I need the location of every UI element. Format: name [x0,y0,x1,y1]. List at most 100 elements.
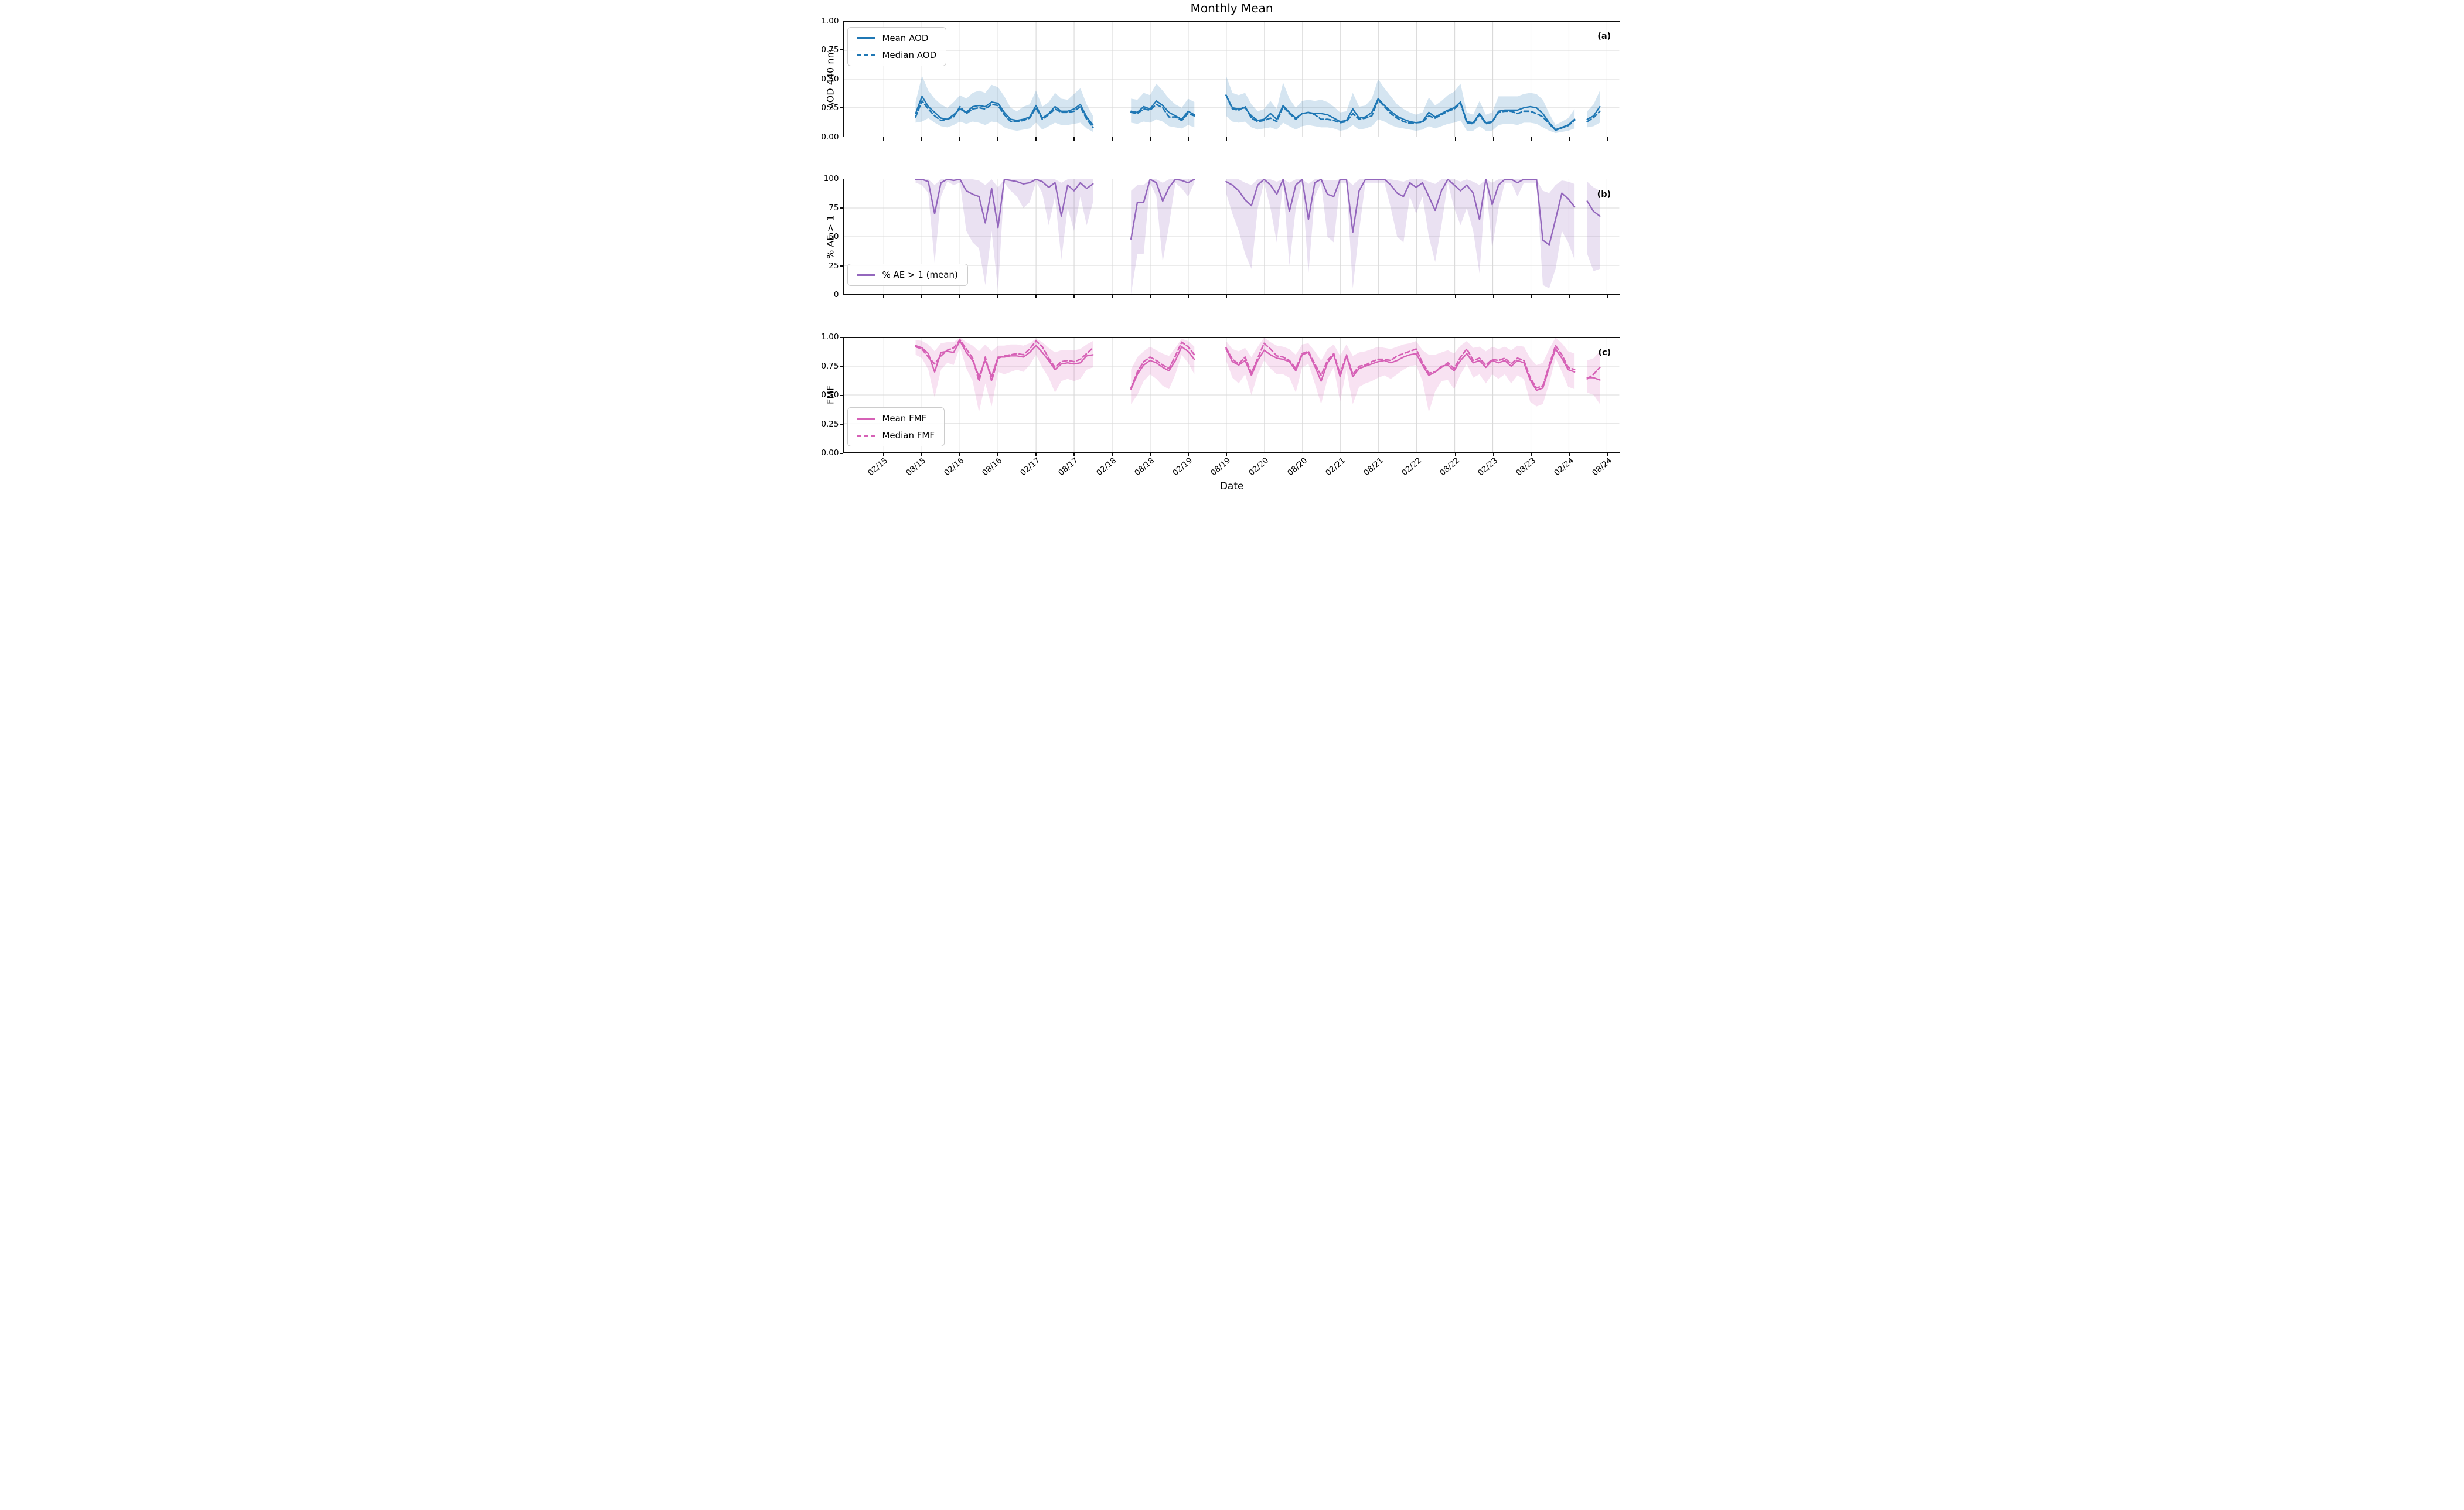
x-tick-label: 08/20 [1285,456,1309,478]
mean-line [915,179,1094,229]
x-tick-mark [1226,453,1228,457]
y-tick-label: 0.25 [821,103,839,113]
y-tick-mark [840,236,844,238]
legend-item: % AE > 1 (mean) [857,270,958,281]
median-line [1225,342,1576,389]
uncertainty-band [915,338,1093,413]
x-tick-mark [959,137,960,141]
median-line [1130,341,1196,389]
x-tick-mark [1378,137,1380,141]
y-tick-mark [840,336,844,338]
panel-tag-a: (a) [1597,32,1611,42]
x-axis-label: Date [1219,480,1244,493]
median-fmf-line-swatch [857,434,875,437]
x-tick-label: 08/23 [1514,456,1538,478]
legend-label: Mean FMF [882,413,927,424]
x-tick-mark [1340,137,1342,141]
y-tick-mark [840,452,844,454]
y-tick-mark [840,136,844,138]
x-tick-mark [1226,137,1228,141]
legend-label: Mean AOD [882,32,929,43]
x-tick-label: 02/19 [1171,456,1195,478]
y-tick-label: 0.75 [821,45,839,55]
x-tick-label: 08/16 [980,456,1004,478]
x-tick-mark [1150,295,1151,299]
x-tick-mark [883,453,884,457]
x-tick-mark [1492,137,1494,141]
mean-fmf-line-swatch [857,417,875,420]
x-tick-mark [1112,137,1113,141]
x-tick-mark [1073,137,1075,141]
mean-line [1130,100,1195,120]
mean-line [1586,200,1601,217]
x-tick-label: 02/21 [1323,456,1347,478]
x-tick-mark [1302,453,1304,457]
x-tick-label: 02/23 [1475,456,1499,478]
y-tick-mark [840,394,844,396]
x-tick-mark [1035,295,1037,299]
uncertainty-band [1226,75,1575,133]
mean-line [915,95,1094,126]
x-tick-label: 08/18 [1133,456,1157,478]
x-tick-mark [1531,295,1532,299]
x-tick-mark [1188,137,1189,141]
mean-line [1225,348,1576,391]
x-tick-mark [1607,137,1608,141]
legend-item: Median FMF [857,430,935,441]
figure-monthly-mean: Monthly Mean AOD 440 nm % AE > 1 FMF (a)… [821,0,1643,504]
x-tick-mark [1569,453,1570,457]
x-tick-mark [1035,453,1037,457]
x-tick-label: 08/17 [1057,456,1081,478]
uncertainty-band [1226,338,1575,413]
x-tick-label: 08/21 [1361,456,1385,478]
y-tick-mark [840,20,844,22]
y-tick-mark [840,107,844,108]
x-tick-mark [1302,137,1304,141]
median-line [915,100,1095,128]
y-tick-label: 0.50 [821,74,839,84]
x-tick-mark [921,295,922,299]
ae-mean-line-swatch [857,274,875,276]
x-tick-mark [1492,295,1494,299]
y-tick-mark [840,366,844,367]
panel-ae-plot [844,179,1620,295]
y-tick-label: 50 [829,232,839,242]
y-tick-label: 0.00 [821,448,839,458]
x-tick-mark [1112,295,1113,299]
panel-fmf-plot [844,338,1620,453]
x-tick-mark [883,137,884,141]
x-tick-mark [959,453,960,457]
y-tick-mark [840,294,844,296]
x-tick-mark [1264,453,1266,457]
legend-fmf: Mean FMF Median FMF [847,407,945,447]
mean-line [1225,94,1576,131]
x-tick-mark [1454,137,1456,141]
legend-item: Mean FMF [857,413,935,424]
y-tick-mark [840,424,844,425]
y-tick-label: 0.75 [821,361,839,371]
legend-label: % AE > 1 (mean) [882,270,958,281]
y-tick-mark [840,207,844,209]
x-tick-mark [1531,453,1532,457]
x-tick-mark [1264,295,1266,299]
mean-line [915,340,1094,378]
x-tick-mark [1340,295,1342,299]
x-tick-mark [883,295,884,299]
x-tick-mark [1416,295,1418,299]
y-tick-label: 100 [823,174,839,184]
x-tick-mark [959,295,960,299]
panel-fmf: (c) Mean FMF Median FMF [843,337,1620,454]
x-tick-mark [1340,453,1342,457]
median-aod-line-swatch [857,54,875,56]
y-tick-label: 0.50 [821,390,839,400]
x-tick-label: 08/15 [904,456,928,478]
y-tick-label: 0.25 [821,419,839,429]
uncertainty-band [1587,182,1600,272]
mean-line [1586,105,1601,120]
x-tick-mark [1112,453,1113,457]
x-tick-label: 02/17 [1018,456,1042,478]
mean-aod-line-swatch [857,37,875,39]
x-tick-label: 08/19 [1209,456,1233,478]
x-tick-mark [1150,137,1151,141]
x-tick-mark [1569,295,1570,299]
